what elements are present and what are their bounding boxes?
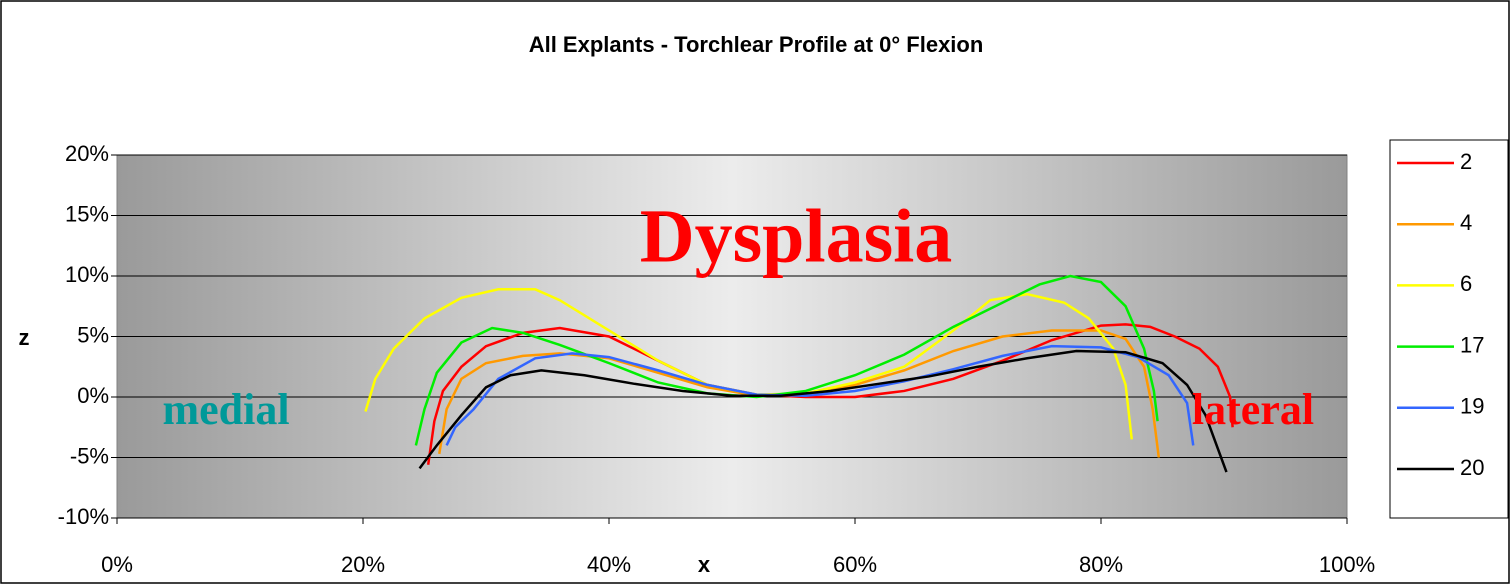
annotation: lateral — [1192, 385, 1314, 434]
legend-label: 19 — [1460, 394, 1484, 419]
legend-label: 17 — [1460, 332, 1484, 357]
legend-label: 6 — [1460, 271, 1472, 296]
y-tick-label: 15% — [65, 201, 109, 226]
annotation: medial — [162, 385, 289, 434]
y-tick-label: -10% — [58, 504, 109, 529]
chart-title: All Explants - Torchlear Profile at 0° F… — [529, 32, 984, 57]
x-tick-label: 80% — [1079, 552, 1123, 577]
line-series — [445, 344, 1195, 446]
x-tick-label: 20% — [341, 552, 385, 577]
y-tick-label: 10% — [65, 262, 109, 287]
x-tick-label: 0% — [101, 552, 133, 577]
line-series — [426, 323, 1234, 465]
legend-label: 20 — [1460, 455, 1484, 480]
y-tick-label: 20% — [65, 141, 109, 166]
line-series — [418, 349, 1228, 473]
annotation: Dysplasia — [640, 194, 953, 278]
x-tick-label: 60% — [833, 552, 877, 577]
x-tick-label: 100% — [1319, 552, 1375, 577]
x-axis-label: x — [698, 552, 711, 577]
legend-label: 2 — [1460, 149, 1472, 174]
y-tick-label: 5% — [77, 322, 109, 347]
y-tick-label: 0% — [77, 383, 109, 408]
legend — [1389, 139, 1509, 519]
y-axis-label: z — [19, 325, 30, 350]
line-series — [414, 274, 1159, 446]
legend-label: 4 — [1460, 210, 1472, 235]
x-tick-label: 40% — [587, 552, 631, 577]
y-tick-label: -5% — [70, 443, 109, 468]
